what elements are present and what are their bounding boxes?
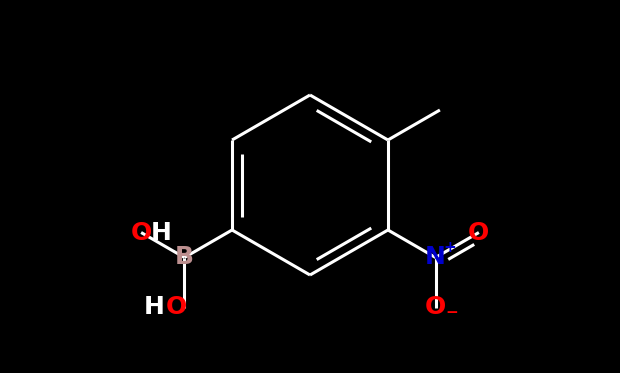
- Text: O: O: [425, 295, 446, 320]
- Text: H: H: [144, 295, 165, 320]
- Text: O: O: [166, 295, 187, 320]
- Text: −: −: [445, 305, 458, 320]
- Text: N: N: [425, 245, 446, 270]
- Text: H: H: [151, 220, 172, 244]
- Text: O: O: [130, 220, 152, 244]
- Text: +: +: [443, 240, 456, 255]
- Text: B: B: [175, 245, 194, 270]
- Text: O: O: [468, 220, 490, 244]
